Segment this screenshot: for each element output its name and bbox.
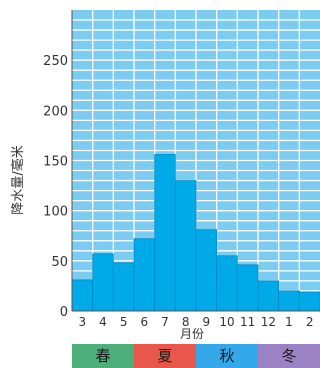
x-tick-label: 8 xyxy=(182,315,190,329)
x-tick-label: 5 xyxy=(120,315,128,329)
y-tick-label: 100 xyxy=(43,205,68,220)
x-tick-label: 9 xyxy=(203,315,211,329)
bar-month-1 xyxy=(278,290,300,312)
x-tick-label: 11 xyxy=(240,315,255,329)
bar-month-5 xyxy=(112,262,135,312)
season-label: 春 xyxy=(95,347,110,365)
x-tick-label: 2 xyxy=(306,315,314,329)
y-tick-label: 250 xyxy=(43,54,68,69)
bar-series xyxy=(71,154,320,312)
bar-month-9 xyxy=(195,229,218,312)
bar-month-6 xyxy=(133,238,156,312)
bar-month-11 xyxy=(236,264,259,312)
y-tick-label: 200 xyxy=(43,104,68,119)
x-tick-label: 7 xyxy=(161,315,169,329)
x-tick-label: 1 xyxy=(285,315,293,329)
bar-month-3 xyxy=(71,279,94,312)
y-tick-label: 50 xyxy=(51,255,68,270)
x-tick-labels: 3 4 5 6 7 8 9 10 11 12 1 2 xyxy=(79,315,314,329)
bar-month-7 xyxy=(154,154,176,312)
season-segment xyxy=(134,344,196,368)
season-label: 冬 xyxy=(281,347,296,365)
axes xyxy=(71,10,320,312)
bar-month-2 xyxy=(298,291,320,312)
x-tick-label: 3 xyxy=(79,315,87,329)
y-tick-label: 0 xyxy=(60,305,68,320)
x-tick-label: 6 xyxy=(141,315,149,329)
x-tick-label: 4 xyxy=(99,315,107,329)
bar-month-10 xyxy=(216,255,238,312)
season-label: 秋 xyxy=(219,347,234,365)
season-segment xyxy=(196,344,258,368)
x-tick-label: 12 xyxy=(261,315,276,329)
season-segment xyxy=(258,344,320,368)
y-tick-labels: 0 50 100 150 200 250 xyxy=(43,54,68,320)
bar-month-8 xyxy=(174,180,197,312)
y-axis-label: 降水量/毫米 xyxy=(10,145,26,214)
bar-month-4 xyxy=(92,253,114,312)
season-band: 春夏秋冬 xyxy=(72,344,320,368)
x-tick-label: 10 xyxy=(219,315,234,329)
x-axis-label: 月份 xyxy=(180,327,204,341)
bar-month-12 xyxy=(257,280,280,312)
y-tick-label: 150 xyxy=(43,155,68,170)
season-label: 夏 xyxy=(157,347,172,365)
season-segment xyxy=(72,344,134,368)
